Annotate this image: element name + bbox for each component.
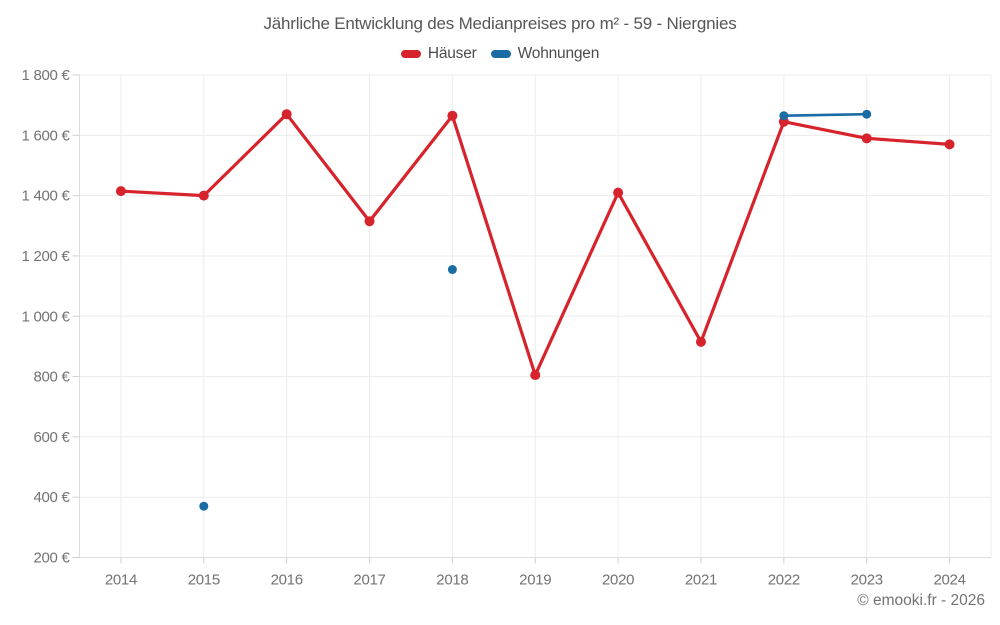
x-tick-label-2022: 2022 (768, 572, 800, 589)
legend-label-wohnungen: Wohnungen (517, 45, 600, 62)
x-tick-label-2015: 2015 (188, 572, 220, 589)
hauser-point-2014 (115, 186, 126, 197)
hauser-point-2015 (198, 190, 209, 201)
x-tick-label-2018: 2018 (436, 572, 468, 589)
y-tick-label-1400: 1 400 € (22, 188, 71, 205)
x-tick-label-2024: 2024 (933, 572, 965, 589)
y-tick-label-800: 800 € (33, 369, 70, 386)
y-tick-label-400: 400 € (33, 489, 70, 506)
wohnungen-point-2023 (862, 109, 872, 119)
hauser-point-2019 (530, 370, 541, 381)
hauser-point-2024 (944, 139, 955, 150)
y-tick-label-1000: 1 000 € (22, 308, 71, 325)
copyright: © emooki.fr - 2026 (857, 592, 985, 609)
y-tick-label-1600: 1 600 € (22, 127, 71, 144)
x-tick-label-2023: 2023 (851, 572, 883, 589)
legend-item-wohnungen[interactable]: Wohnungen (490, 45, 600, 63)
wohnungen-point-2022 (779, 111, 789, 121)
wohnungen-color-swatch-icon (490, 50, 511, 58)
x-tick-label-2017: 2017 (353, 572, 385, 589)
legend-label-hauser: Häuser (427, 45, 477, 62)
legend-item-hauser[interactable]: Häuser (400, 45, 477, 63)
y-tick-label-200: 200 € (33, 550, 70, 567)
wohnungen-point-2015 (199, 501, 209, 511)
x-tick-label-2021: 2021 (685, 572, 717, 589)
chart-legend: Häuser Wohnungen (0, 45, 1000, 63)
x-tick-label-2019: 2019 (519, 572, 551, 589)
y-tick-label-600: 600 € (33, 429, 70, 446)
hauser-point-2017 (364, 216, 375, 227)
hauser-point-2021 (695, 336, 706, 347)
wohnungen-line (782, 112, 869, 118)
hauser-point-2018 (447, 110, 458, 121)
chart-title: Jährliche Entwicklung des Medianpreises … (263, 14, 737, 33)
hauser-point-2016 (281, 109, 292, 120)
hauser-point-2020 (613, 187, 624, 198)
hauser-point-2023 (861, 133, 872, 144)
x-tick-label-2016: 2016 (271, 572, 303, 589)
wohnungen-point-2018 (447, 265, 457, 275)
hauser-color-swatch-icon (400, 50, 421, 58)
y-tick-label-1800: 1 800 € (22, 67, 71, 84)
x-tick-label-2020: 2020 (602, 572, 634, 589)
y-tick-label-1200: 1 200 € (22, 248, 71, 265)
x-tick-label-2014: 2014 (105, 572, 137, 589)
